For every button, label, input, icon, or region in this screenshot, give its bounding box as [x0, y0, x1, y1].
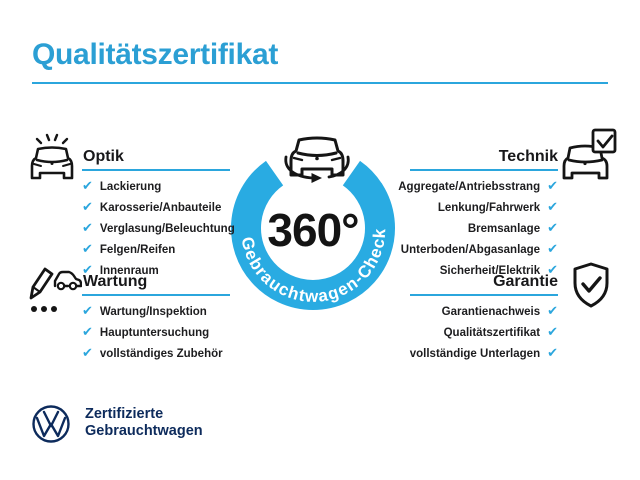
section-title-optik: Optik: [83, 148, 124, 165]
checklist-item-label: Garantienachweis: [441, 305, 541, 318]
checklist-item: ✔ Innenraum: [82, 260, 159, 281]
check-icon: ✔: [547, 346, 558, 361]
checklist-item: ✔ Unterboden/Abgasanlage: [401, 239, 558, 260]
checklist-item-label: Sicherheit/Elektrik: [439, 264, 541, 277]
checklist-item: ✔ Qualitätszertifikat: [444, 322, 558, 343]
section-title-technik: Technik: [498, 148, 558, 165]
optik-checklist: ✔ Lackierung ✔ Karosserie/Anbauteile ✔ Vergla…: [82, 176, 235, 281]
footer-brand-text: Zertifizierte Gebrauchtwagen: [85, 406, 203, 440]
checklist-item: ✔ Hauptuntersuchung: [82, 322, 209, 343]
checklist-item: ✔ Wartung/Inspektion: [82, 301, 207, 322]
check-icon: ✔: [547, 263, 558, 278]
checklist-item: ✔ Bremsanlage: [468, 218, 558, 239]
checklist-item: ✔ Felgen/Reifen: [82, 239, 175, 260]
checklist-item: ✔ Aggregate/Antriebsstrang: [398, 176, 558, 197]
shiny-car-front-icon: [30, 133, 74, 180]
check-icon: ✔: [547, 242, 558, 257]
shield-check-icon: [573, 262, 609, 308]
checklist-item-label: Bremsanlage: [467, 222, 541, 235]
checklist-item: ✔ Garantienachweis: [442, 301, 558, 322]
checklist-item-label: Qualitätszertifikat: [443, 326, 541, 339]
garantie-divider: [410, 294, 558, 296]
wartung-checklist: ✔ Wartung/Inspektion ✔ Hauptuntersuchung ✔ vo…: [82, 301, 223, 364]
checklist-item: ✔ Sicherheit/Elektrik: [440, 260, 558, 281]
checklist-item-label: Karosserie/Anbauteile: [99, 201, 222, 214]
check-icon: ✔: [82, 242, 93, 257]
checklist-item: ✔ Karosserie/Anbauteile: [82, 197, 221, 218]
checklist-item-label: Lackierung: [99, 180, 162, 193]
check-icon: ✔: [547, 221, 558, 236]
garantie-checklist: ✔ Garantienachweis ✔ Qualitätszertifikat ✔ vo…: [410, 301, 558, 364]
car-360-rotation-icon: [284, 136, 350, 183]
checklist-item-label: Unterboden/Abgasanlage: [400, 243, 541, 256]
checklist-item: ✔ Verglasung/Beleuchtung: [82, 218, 235, 239]
vw-logo: [32, 405, 70, 443]
check-icon: ✔: [82, 179, 93, 194]
checklist-item: ✔ Lackierung: [82, 176, 161, 197]
wartung-divider: [82, 294, 230, 296]
technik-checklist: ✔ Aggregate/Antriebsstrang ✔ Lenkung/Fahrwe…: [398, 176, 558, 281]
footer-brand-line2: Gebrauchtwagen: [85, 423, 203, 439]
check-icon: ✔: [82, 304, 93, 319]
checklist-item-label: Verglasung/Beleuchtung: [99, 222, 235, 235]
check-icon: ✔: [547, 200, 558, 215]
check-icon: ✔: [82, 325, 93, 340]
checklist-item: ✔ Lenkung/Fahrwerk: [438, 197, 558, 218]
checklist-item: ✔ vollständiges Zubehör: [82, 343, 223, 364]
check-icon: ✔: [82, 346, 93, 361]
technik-divider: [410, 169, 558, 171]
section-title-garantie: Garantie: [493, 273, 558, 290]
checklist-item-label: Lenkung/Fahrwerk: [437, 201, 541, 214]
section-title-wartung: Wartung: [83, 273, 148, 290]
check-icon: ✔: [547, 304, 558, 319]
checklist-item-label: vollständige Unterlagen: [409, 347, 541, 360]
degree-label: 360°: [267, 204, 359, 256]
footer-brand-line1: Zertifizierte: [85, 406, 164, 422]
title-divider: [32, 82, 608, 84]
page-title: Qualitätszertifikat: [32, 38, 279, 71]
car-checkbox-icon: [562, 128, 617, 180]
360-check-ring: Gebrauchtwagen-Check: [231, 160, 395, 310]
check-icon: ✔: [547, 179, 558, 194]
checklist-item-label: Felgen/Reifen: [99, 243, 176, 256]
checklist-item-label: Innenraum: [99, 264, 159, 277]
check-icon: ✔: [82, 221, 93, 236]
checklist-item-label: Wartung/Inspektion: [99, 305, 207, 318]
pen-checklist-car-icon: [29, 267, 82, 312]
check-icon: ✔: [547, 325, 558, 340]
checklist-item: ✔ vollständige Unterlagen: [410, 343, 558, 364]
optik-divider: [82, 169, 230, 171]
check-icon: ✔: [82, 200, 93, 215]
checklist-item-label: Aggregate/Antriebsstrang: [398, 180, 541, 193]
check-icon: ✔: [82, 263, 93, 278]
checklist-item-label: Hauptuntersuchung: [99, 326, 210, 339]
checklist-item-label: vollständiges Zubehör: [99, 347, 223, 360]
